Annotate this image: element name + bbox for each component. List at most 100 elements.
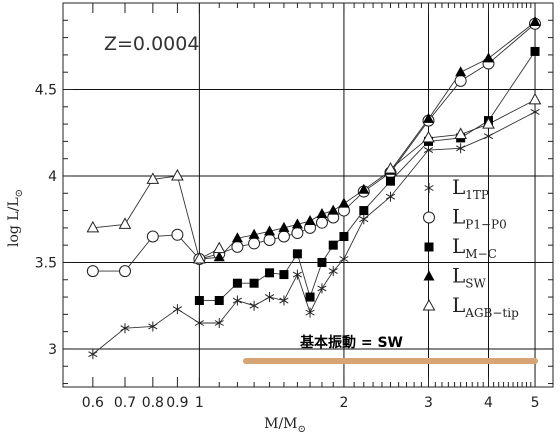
data-point-square <box>214 296 224 306</box>
data-point-triangle-open <box>146 172 160 184</box>
data-point-square <box>339 232 349 242</box>
data-point-triangle-open <box>454 127 467 139</box>
x-tick-label: 0.9 <box>166 395 188 411</box>
data-point-star <box>328 266 338 277</box>
data-point-triangle-filled <box>291 218 303 229</box>
data-point-square <box>232 278 242 288</box>
legend-label: L1TP <box>452 175 489 202</box>
data-point-star <box>483 131 494 142</box>
legend-label-main: L <box>452 293 465 317</box>
legend-label-main: L <box>452 264 465 288</box>
data-point-star <box>194 318 204 328</box>
data-point-square <box>385 176 395 186</box>
y-axis-label: log L/L⊙ <box>6 189 25 247</box>
y-axis-label-main: log L/L <box>6 197 22 247</box>
data-point-triangle-filled <box>529 16 541 27</box>
data-point-circle <box>86 265 99 278</box>
data-point-circle <box>291 227 304 240</box>
data-point-star <box>88 349 98 360</box>
data-point-triangle-filled <box>455 66 467 77</box>
plot-frame <box>62 2 554 388</box>
data-point-circle <box>171 228 184 241</box>
data-point-triangle-filled <box>278 221 290 232</box>
data-point-star <box>120 323 130 334</box>
data-point-triangle-filled <box>482 52 494 63</box>
data-point-triangle-open <box>482 117 495 129</box>
data-point-triangle-open <box>86 220 100 233</box>
legend-label: LAGB−tip <box>452 293 519 320</box>
legend-label-sub: M−C <box>465 247 497 261</box>
data-point-triangle-open <box>118 217 132 229</box>
data-point-square <box>194 296 204 306</box>
x-tick-label: 3 <box>424 395 433 411</box>
data-point-square <box>530 46 540 56</box>
data-point-star <box>214 318 224 328</box>
data-point-star <box>232 295 242 306</box>
data-point-star <box>530 106 540 117</box>
data-point-triangle-filled <box>327 204 339 215</box>
data-point-circle <box>146 230 159 243</box>
x-axis-label: M/M⊙ <box>264 416 306 435</box>
data-point-star <box>359 214 369 225</box>
data-point-circle <box>231 240 244 253</box>
data-point-square <box>317 257 327 267</box>
data-point-triangle-open <box>193 251 206 264</box>
data-point-circle <box>118 265 131 278</box>
data-point-square <box>279 270 289 280</box>
data-point-triangle-filled <box>264 225 276 236</box>
data-point-star <box>385 191 396 202</box>
data-point-star <box>148 321 158 332</box>
data-point-square <box>359 206 369 216</box>
x-tick-label: 4 <box>484 395 493 411</box>
legend-label-sub: AGB−tip <box>464 306 519 320</box>
data-point-circle <box>263 233 276 246</box>
data-point-triangle-open <box>384 162 397 174</box>
legend-label: LSW <box>452 264 487 291</box>
y-tick-label: 3 <box>48 342 57 358</box>
x-tick-label: 0.6 <box>82 395 104 411</box>
legend-label-sub: SW <box>465 277 486 291</box>
data-point-triangle-filled <box>213 251 225 262</box>
data-point-triangle-open <box>171 168 184 181</box>
legend-label: LP1−P0 <box>452 205 507 232</box>
x-tick-label: 0.7 <box>114 395 136 411</box>
data-point-triangle-filled <box>338 197 350 208</box>
legend-marker-star <box>424 183 434 193</box>
data-point-square <box>249 278 259 288</box>
x-tick-label: 5 <box>531 395 540 411</box>
data-point-square <box>305 292 315 302</box>
x-tick-label: 2 <box>339 395 348 411</box>
legend-label-main: L <box>452 234 465 258</box>
data-point-circle <box>248 237 261 250</box>
series-line-1 <box>92 23 536 272</box>
data-point-triangle-filled <box>231 232 243 243</box>
legend-marker-triangle-filled <box>423 270 435 281</box>
data-point-star <box>279 295 289 306</box>
data-point-square <box>328 240 338 250</box>
legend-label-sub: P1−P0 <box>465 218 506 232</box>
legend-label-main: L <box>452 175 465 199</box>
legend-marker-triangle-open <box>422 298 436 311</box>
fundamental-mode-note: 基本振動 = SW <box>300 334 403 351</box>
data-point-star <box>339 254 349 264</box>
data-point-star <box>456 143 466 154</box>
y-axis-label-sub: ⊙ <box>14 189 25 197</box>
data-point-triangle-filled <box>316 208 328 219</box>
data-point-circle <box>277 230 290 243</box>
data-point-triangle-filled <box>304 214 316 225</box>
data-point-triangle-filled <box>358 183 370 194</box>
axis-ticks: 0.6 0.7 0.8 0.9 1 2 3 4 5 3 3.5 4 4.5 <box>35 3 553 411</box>
data-point-circle <box>315 216 328 229</box>
data-point-square <box>265 268 275 278</box>
legend-label: LM−C <box>452 234 497 261</box>
data-point-star <box>317 283 327 294</box>
legend-label-main: L <box>452 205 465 229</box>
data-point-triangle-open <box>528 92 542 105</box>
data-point-triangle-filled <box>422 112 434 123</box>
data-point-star <box>305 307 315 318</box>
data-point-star <box>423 145 434 156</box>
data-point-circle <box>454 74 467 87</box>
data-point-triangle-open <box>422 130 435 143</box>
data-point-triangle-open <box>212 241 226 254</box>
